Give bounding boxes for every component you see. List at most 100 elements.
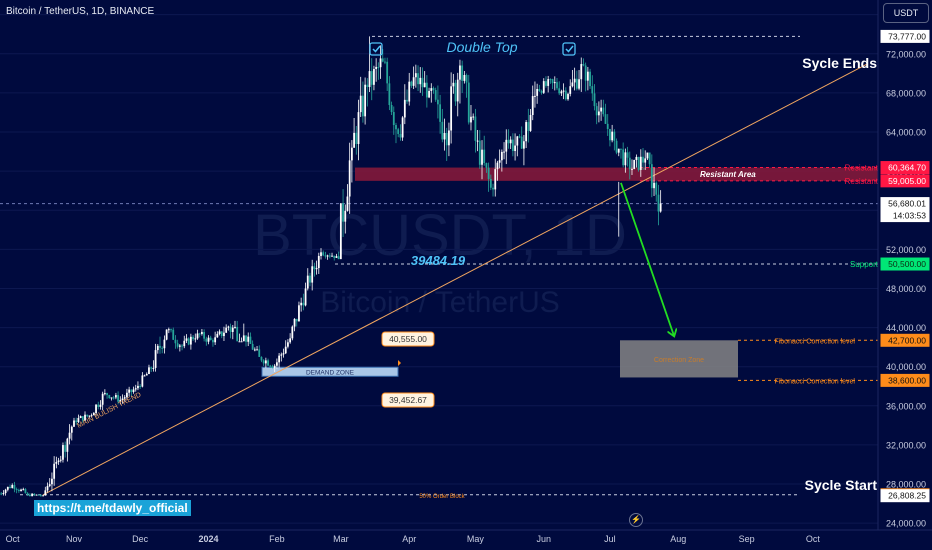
candle-body [500, 151, 503, 161]
candle-body [421, 77, 424, 88]
candle-body [253, 349, 256, 351]
candle-body [624, 152, 627, 166]
candle-body [384, 61, 386, 63]
candle-body [412, 77, 415, 86]
candle-body [24, 489, 27, 494]
candle-body [496, 162, 499, 170]
candle-body [525, 122, 528, 142]
candle-body [300, 302, 303, 306]
y-tick-label: 64,000.00 [886, 128, 926, 138]
candle-body [141, 375, 144, 387]
candle-body [278, 355, 281, 363]
candle-body [445, 132, 448, 146]
candle-body [6, 486, 9, 490]
candle-body [639, 156, 642, 170]
candle-body [333, 255, 336, 258]
price-tag: 26,808.25 [888, 491, 926, 501]
x-tick-label: Apr [402, 534, 416, 544]
candle-body [425, 82, 428, 98]
order-block-label: 50% Order Block [419, 494, 465, 500]
candle-body [582, 64, 585, 66]
check-icon [562, 42, 576, 56]
candle-body [110, 397, 113, 399]
currency-button[interactable]: USDT [883, 3, 929, 23]
candle-body [4, 489, 7, 494]
candle-body [538, 88, 541, 91]
candle-body [75, 420, 78, 423]
candle-body [185, 338, 188, 341]
candle-body [359, 95, 362, 113]
candle-body [578, 79, 580, 89]
price-tag: 60,364.70 [888, 163, 926, 173]
y-tick-label: 48,000.00 [886, 284, 926, 294]
candle-body [187, 338, 190, 345]
price-axis[interactable]: 76,000.0072,000.0068,000.0064,000.0060,0… [877, 0, 930, 530]
price-tag-box [880, 257, 930, 271]
candle-body [328, 255, 331, 257]
demand-low-tag: 39,452.67 [389, 395, 427, 405]
candle-body [130, 389, 133, 393]
candle-body [326, 255, 329, 257]
candle-body [282, 353, 285, 355]
candle-body [346, 196, 349, 211]
candle-body [392, 112, 395, 126]
candle-body [644, 158, 647, 163]
candle-body [156, 345, 159, 351]
candle-body [564, 90, 567, 100]
watermark-symbol: BTCUSDT, 1D [253, 203, 627, 268]
candle-body [194, 338, 197, 340]
candle-body [35, 494, 38, 496]
candle-body [487, 167, 490, 179]
candle-body [562, 90, 565, 92]
candle-body [474, 116, 477, 141]
candle-body [55, 461, 58, 464]
candle-body [46, 486, 49, 491]
candle-body [470, 116, 472, 123]
symbol-watermark: BTCUSDT, 1D Bitcoin / TetherUS [253, 203, 627, 319]
candle-body [48, 484, 51, 487]
candle-body [57, 460, 60, 462]
candle-body [481, 149, 483, 165]
candle-body [534, 95, 536, 97]
candle-body [174, 339, 177, 344]
candle-body [529, 115, 532, 131]
candle-body [558, 88, 561, 94]
candle-body [88, 415, 91, 417]
candle-body [366, 84, 369, 88]
candle-body [448, 130, 450, 146]
candle-body [584, 65, 587, 81]
candle-body [637, 156, 640, 170]
candle-body [201, 332, 203, 334]
candle-body [370, 71, 373, 85]
candle-body [355, 132, 358, 145]
candle-body [395, 125, 397, 130]
candle-body [317, 255, 320, 269]
candle-body [514, 145, 516, 152]
candle-body [26, 493, 29, 495]
candle-body [298, 305, 300, 322]
candle-body [126, 392, 128, 398]
fib-label-1: Fibonacci Correction level [774, 338, 855, 345]
candle-body [414, 73, 417, 78]
candle-body [108, 395, 111, 399]
candle-body [628, 157, 631, 170]
candle-body [269, 365, 272, 367]
candle-body [176, 343, 179, 347]
x-tick-label: Aug [670, 534, 686, 544]
candle-body [20, 489, 22, 492]
x-tick-label: Jul [604, 534, 616, 544]
telegram-link[interactable]: https://t.me/tdawly_official [34, 500, 191, 516]
candle-body [152, 367, 155, 369]
sycle-start-label: Sycle Start [805, 477, 878, 493]
check-icon [369, 42, 383, 56]
time-axis[interactable]: Oct Nov Dec 2024 Feb Mar Apr May Jun Jul Aug Sep Oct [0, 529, 932, 544]
price-tag-box [880, 489, 930, 503]
candle-body [604, 114, 607, 124]
candle-body [287, 342, 289, 347]
lightning-icon[interactable]: ⚡ [629, 513, 643, 527]
candle-body [575, 78, 578, 89]
x-tick-label: Mar [333, 534, 349, 544]
